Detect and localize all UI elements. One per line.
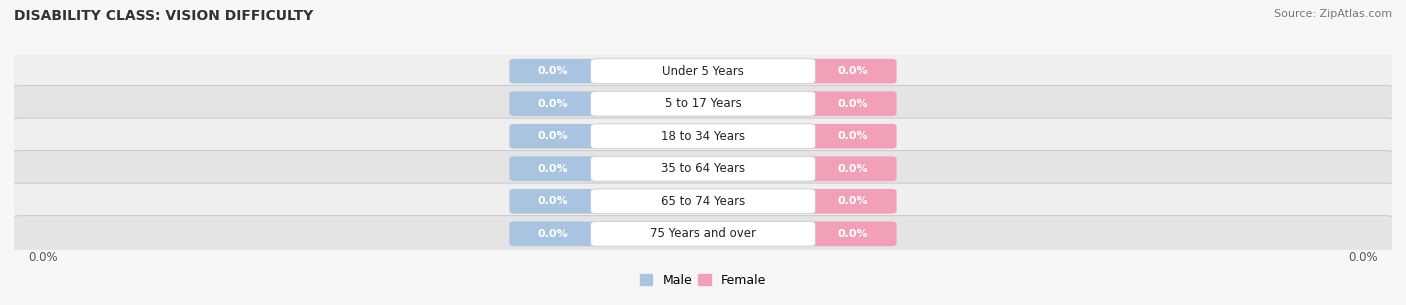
FancyBboxPatch shape — [11, 85, 1395, 122]
FancyBboxPatch shape — [591, 221, 815, 246]
FancyBboxPatch shape — [591, 59, 815, 84]
Text: 0.0%: 0.0% — [838, 229, 869, 239]
FancyBboxPatch shape — [11, 118, 1395, 154]
Text: 0.0%: 0.0% — [537, 196, 568, 206]
Text: 0.0%: 0.0% — [838, 131, 869, 141]
FancyBboxPatch shape — [591, 189, 815, 214]
Text: 0.0%: 0.0% — [537, 164, 568, 174]
Text: Under 5 Years: Under 5 Years — [662, 65, 744, 78]
FancyBboxPatch shape — [509, 189, 596, 214]
FancyBboxPatch shape — [11, 53, 1395, 89]
Text: 0.0%: 0.0% — [838, 99, 869, 109]
Text: 0.0%: 0.0% — [537, 229, 568, 239]
FancyBboxPatch shape — [591, 124, 815, 149]
FancyBboxPatch shape — [11, 216, 1395, 252]
FancyBboxPatch shape — [810, 221, 897, 246]
Text: 0.0%: 0.0% — [838, 66, 869, 76]
FancyBboxPatch shape — [591, 156, 815, 181]
FancyBboxPatch shape — [591, 91, 815, 116]
FancyBboxPatch shape — [509, 221, 596, 246]
FancyBboxPatch shape — [810, 156, 897, 181]
Text: 0.0%: 0.0% — [537, 99, 568, 109]
Text: 0.0%: 0.0% — [838, 164, 869, 174]
FancyBboxPatch shape — [509, 91, 596, 116]
FancyBboxPatch shape — [810, 189, 897, 214]
FancyBboxPatch shape — [810, 59, 897, 84]
FancyBboxPatch shape — [509, 59, 596, 84]
FancyBboxPatch shape — [509, 124, 596, 149]
FancyBboxPatch shape — [11, 151, 1395, 187]
Legend: Male, Female: Male, Female — [640, 274, 766, 287]
FancyBboxPatch shape — [810, 91, 897, 116]
Text: 0.0%: 0.0% — [537, 66, 568, 76]
Text: 0.0%: 0.0% — [838, 196, 869, 206]
FancyBboxPatch shape — [810, 124, 897, 149]
Text: 35 to 64 Years: 35 to 64 Years — [661, 162, 745, 175]
FancyBboxPatch shape — [11, 183, 1395, 220]
Text: 5 to 17 Years: 5 to 17 Years — [665, 97, 741, 110]
Text: 0.0%: 0.0% — [1348, 251, 1378, 264]
FancyBboxPatch shape — [509, 156, 596, 181]
Text: 0.0%: 0.0% — [537, 131, 568, 141]
Text: Source: ZipAtlas.com: Source: ZipAtlas.com — [1274, 9, 1392, 19]
Text: 65 to 74 Years: 65 to 74 Years — [661, 195, 745, 208]
Text: 0.0%: 0.0% — [28, 251, 58, 264]
Text: 18 to 34 Years: 18 to 34 Years — [661, 130, 745, 143]
Text: DISABILITY CLASS: VISION DIFFICULTY: DISABILITY CLASS: VISION DIFFICULTY — [14, 9, 314, 23]
Text: 75 Years and over: 75 Years and over — [650, 227, 756, 240]
